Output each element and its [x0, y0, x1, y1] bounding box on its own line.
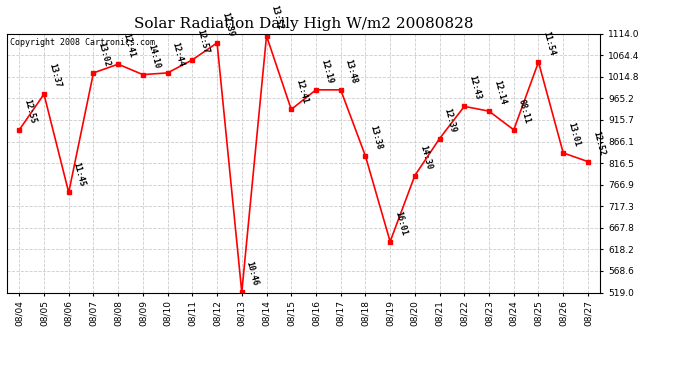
Text: 12:41: 12:41: [121, 33, 137, 59]
Text: 13:37: 13:37: [47, 63, 62, 89]
Text: 10:46: 10:46: [245, 261, 260, 287]
Text: 12:55: 12:55: [22, 98, 37, 124]
Text: Copyright 2008 Cartronics.com: Copyright 2008 Cartronics.com: [10, 38, 155, 46]
Text: 13:02: 13:02: [97, 41, 112, 68]
Text: 12:57: 12:57: [195, 28, 210, 55]
Text: 14:30: 14:30: [418, 144, 433, 170]
Text: 12:43: 12:43: [467, 75, 482, 101]
Title: Solar Radiation Daily High W/m2 20080828: Solar Radiation Daily High W/m2 20080828: [134, 17, 473, 31]
Text: 13:48: 13:48: [344, 58, 359, 85]
Text: 12:39: 12:39: [220, 11, 235, 38]
Text: 12:41: 12:41: [294, 78, 309, 104]
Text: 12:39: 12:39: [442, 107, 457, 134]
Text: 12:19: 12:19: [319, 58, 334, 85]
Text: 13:01: 13:01: [566, 121, 582, 148]
Text: 14:10: 14:10: [146, 43, 161, 69]
Text: 13:52: 13:52: [270, 4, 285, 31]
Text: 13:38: 13:38: [368, 124, 384, 151]
Text: 12:52: 12:52: [591, 130, 606, 156]
Text: 16:01: 16:01: [393, 210, 408, 236]
Text: 11:45: 11:45: [72, 161, 87, 187]
Text: 12:44: 12:44: [170, 41, 186, 68]
Text: 08:11: 08:11: [517, 98, 532, 124]
Text: 12:14: 12:14: [492, 80, 507, 106]
Text: 11:54: 11:54: [542, 30, 557, 57]
